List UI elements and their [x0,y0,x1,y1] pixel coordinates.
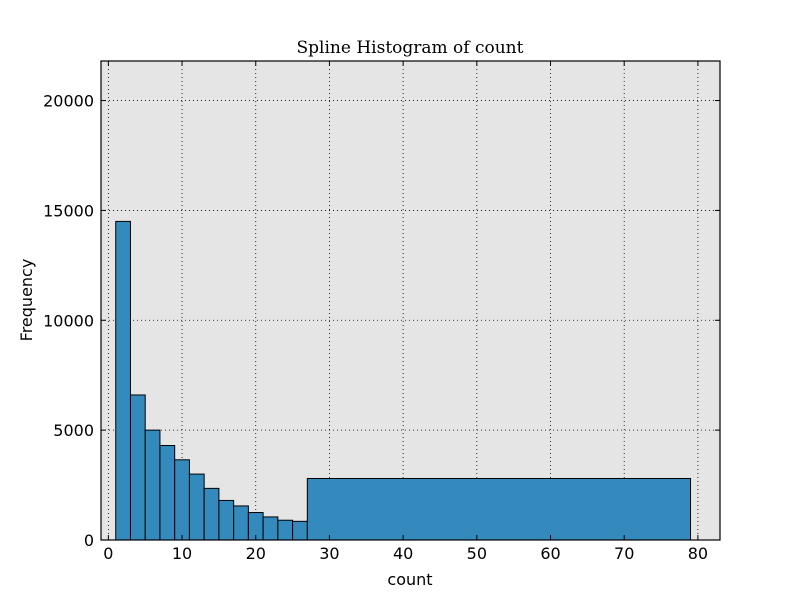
histogram-bar [188,473,205,541]
histogram-bar [233,505,249,541]
histogram-bar [159,445,176,541]
x-tick-label: 30 [319,544,339,563]
y-tick-label: 0 [84,531,94,550]
x-tick-labels: 0 10 20 30 40 50 60 70 80 [103,544,708,563]
histogram-bar [203,487,220,541]
y-tick-label: 10000 [43,311,94,330]
histogram-bar [144,429,161,541]
histogram-bar [292,520,308,541]
histogram-bar [174,459,190,541]
chart-title: Spline Histogram of count [297,38,524,58]
histogram-bar [129,394,146,541]
histogram-bar [218,499,235,541]
histogram-bar [115,220,131,541]
histogram-bar [306,477,692,541]
y-tick-labels: 0 5000 10000 15000 20000 [43,92,94,550]
x-tick-label: 50 [467,544,487,563]
histogram-bar [277,519,294,541]
histogram-bars [115,220,692,541]
x-tick-label: 70 [614,544,634,563]
x-tick-label: 10 [172,544,192,563]
x-tick-label: 60 [540,544,560,563]
x-tick-label: 20 [246,544,266,563]
y-tick-label: 20000 [43,92,94,111]
x-axis-label: count [387,570,432,589]
y-axis-label: Frequency [17,259,36,342]
y-tick-label: 15000 [43,201,94,220]
plot-frame [100,60,721,541]
y-tick-label: 5000 [53,421,94,440]
axis-ticks [101,61,720,541]
plot-area [101,61,720,540]
x-tick-label: 40 [393,544,413,563]
x-tick-label: 0 [103,544,113,563]
histogram-bar [262,516,279,541]
x-tick-label: 80 [688,544,708,563]
